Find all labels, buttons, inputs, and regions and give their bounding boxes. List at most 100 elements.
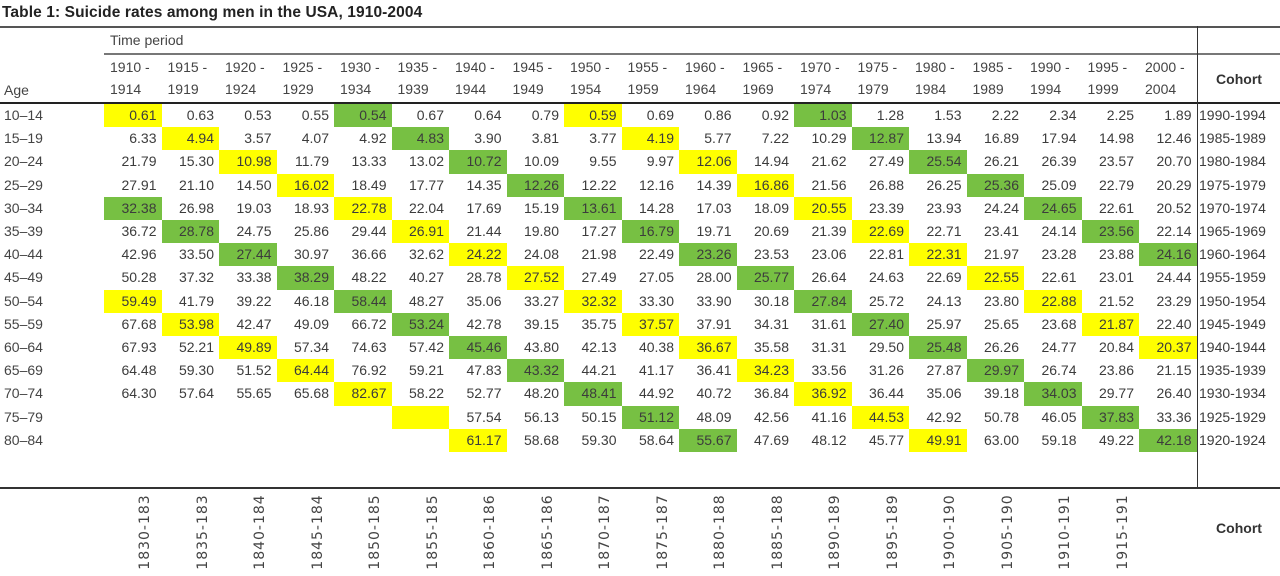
cohort-range-text: 1875-187: [654, 494, 671, 570]
rate-cell: 23.93: [926, 199, 962, 216]
rate-cell: 51.12: [621, 405, 679, 429]
period-header: 1990 - 1994: [1024, 56, 1081, 102]
rate-cell: [392, 429, 450, 452]
title-divider: [0, 26, 1280, 28]
table-row: 70–74 64.30 57.64 55.65 65.68 82.67 58.22 52.77…: [0, 382, 1280, 406]
period-start: 1925 -: [282, 59, 323, 75]
age-column-header: Age: [4, 82, 29, 98]
period-header: 1970 - 1974: [794, 56, 851, 102]
age-group-label: 70–74: [4, 385, 43, 402]
period-start: 1980 -: [915, 59, 955, 75]
period-header: 2000 - 2004: [1139, 56, 1196, 102]
cohort-value: 1950-1954: [1199, 292, 1266, 309]
rate-cell: 12.22: [581, 176, 617, 193]
period-end: 1964: [685, 81, 717, 97]
rate-cell: 0.67: [416, 107, 444, 123]
rate-cell: [104, 406, 162, 429]
rate-cell: 38.29: [276, 266, 334, 290]
header-divider: [0, 102, 1280, 104]
bottom-cohort-label: 1915-191: [1113, 492, 1133, 572]
rate-cell: 21.10: [178, 176, 214, 193]
rate-cell: 4.94: [161, 127, 219, 151]
rate-cell: 20.37: [1139, 336, 1197, 360]
rate-cell: 22.61: [1098, 199, 1134, 216]
rate-cell: 26.74: [1041, 362, 1077, 379]
table-row: 30–34 32.38 26.98 19.03 18.93 22.78 22.04 17.69…: [0, 196, 1280, 220]
rate-cell: 12.46: [1156, 130, 1192, 147]
table-row: 20–24 21.79 15.30 10.98 11.79 13.33 13.02 10.72…: [0, 150, 1280, 174]
bottom-cohort-label: Cohort: [1216, 520, 1262, 536]
rate-cell: 21.79: [121, 153, 157, 170]
rate-cell: 21.15: [1156, 362, 1192, 379]
cohort-range-text: 1850-185: [367, 494, 383, 570]
rate-cell: 36.41: [696, 362, 732, 379]
rate-cell: 24.63: [868, 269, 904, 286]
rate-cell: 49.09: [293, 315, 329, 332]
rate-cell: 25.54: [909, 150, 967, 174]
age-group-label: 40–44: [4, 246, 43, 263]
period-header: 1915 - 1919: [162, 56, 219, 102]
rate-cell: 22.88: [1024, 289, 1082, 313]
rate-cell: 11.79: [295, 153, 329, 170]
rate-cell: 22.40: [1156, 315, 1192, 332]
rate-cell: 26.21: [983, 153, 1019, 170]
rate-cell: 33.90: [696, 292, 732, 309]
rate-cell: 56.13: [523, 408, 559, 425]
rate-cell: 57.54: [466, 408, 502, 425]
bottom-cohort-label: 1885-188: [768, 492, 788, 572]
rate-cell: 45.77: [868, 431, 904, 448]
period-header: 1965 - 1969: [737, 56, 794, 102]
rate-cell: 22.81: [868, 246, 904, 263]
rate-cell: 27.87: [926, 362, 962, 379]
rate-cell: 15.19: [523, 199, 559, 216]
age-group-label: 65–69: [4, 362, 43, 379]
rate-cell: 42.13: [581, 339, 617, 355]
cohort-value: 1980-1984: [1199, 153, 1266, 170]
rate-cell: 23.41: [983, 223, 1019, 239]
rate-cell: 23.53: [753, 246, 789, 263]
bottom-cohort-label: 1900-190: [940, 492, 960, 572]
cohort-value: 1960-1964: [1199, 246, 1266, 263]
rate-cell: 1.89: [1164, 107, 1192, 123]
rate-cell: 10.72: [449, 150, 507, 174]
rate-cell: 51.52: [236, 362, 272, 379]
rate-cell: 53.98: [161, 312, 219, 336]
rate-cell: 0.92: [761, 107, 789, 123]
rate-cell: 55.65: [236, 385, 272, 402]
rate-cell: 26.98: [178, 199, 214, 216]
rate-cell: 22.49: [638, 246, 674, 263]
rate-cell: [334, 429, 392, 452]
rate-cell: 10.09: [523, 153, 559, 170]
cohort-range-text: 1835-183: [194, 494, 211, 570]
rate-cell: 58.64: [638, 431, 674, 448]
rate-cell: [391, 405, 449, 429]
bottom-cohort-label: 1875-187: [653, 492, 673, 572]
cohort-value: 1990-1994: [1199, 107, 1266, 123]
period-start: 1975 -: [857, 59, 898, 75]
rate-cell: 0.53: [244, 107, 272, 123]
cohort-column-divider: [1197, 26, 1198, 488]
rate-cell: 2.34: [1049, 107, 1077, 123]
rate-cell: 0.79: [531, 107, 559, 123]
rate-cell: 9.55: [589, 153, 617, 170]
table-row: 50–54 59.49 41.79 39.22 46.18 58.44 48.27 35.06…: [0, 289, 1280, 313]
rate-cell: 18.93: [293, 199, 329, 216]
rate-cell: 33.50: [178, 246, 214, 263]
rate-cell: 2.25: [1106, 107, 1134, 123]
rate-cell: 29.44: [351, 223, 387, 239]
period-header: 1980 - 1984: [909, 56, 966, 102]
time-period-divider: [104, 53, 1280, 55]
period-start: 1965 -: [742, 59, 783, 75]
rate-cell: 21.39: [811, 223, 847, 239]
age-group-label: 80–84: [4, 431, 43, 448]
rate-cell: 17.27: [581, 223, 617, 239]
rate-cell: 4.07: [301, 130, 329, 147]
rate-cell: 31.26: [868, 362, 904, 379]
rate-cell: 23.56: [1081, 220, 1139, 244]
rate-cell: 28.78: [466, 269, 502, 286]
rate-cell: 17.69: [466, 199, 502, 216]
rate-cell: [162, 429, 220, 452]
rate-cell: 25.36: [966, 173, 1024, 197]
rate-cell: 27.49: [581, 269, 617, 286]
rate-cell: 18.49: [351, 176, 387, 193]
